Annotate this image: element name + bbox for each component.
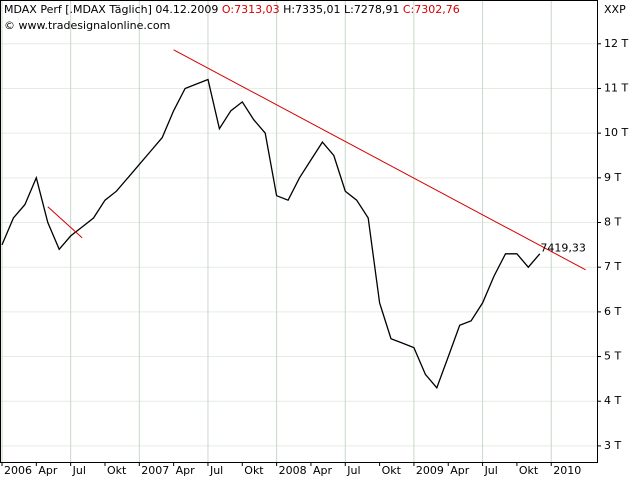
x-tick-label: Apr: [313, 464, 333, 477]
grid: [0, 0, 597, 462]
y-tick-label: 8 T: [604, 216, 621, 229]
y-tick-label: 9 T: [604, 171, 621, 184]
x-tick-label: 2007: [141, 464, 169, 477]
x-tick-label: 2010: [553, 464, 581, 477]
x-tick-label: 2006: [4, 464, 32, 477]
y-tick-label: 11 T: [604, 81, 628, 94]
y-tick-label: 10 T: [604, 126, 628, 139]
x-tick-label: Apr: [38, 464, 58, 477]
y-tick-label: 4 T: [604, 394, 621, 407]
plot-frame: [0, 0, 598, 463]
y-tick-label: 7 T: [604, 260, 621, 273]
y-axis-label: XXP: [604, 3, 626, 16]
trend-line: [173, 49, 586, 271]
price-line: [1, 78, 541, 390]
open: O:7313,03: [222, 3, 280, 16]
y-tick-label: 3 T: [604, 439, 621, 452]
x-tick-label: Apr: [176, 464, 196, 477]
x-tick-label: Okt: [107, 464, 127, 477]
date: 04.12.2009: [155, 3, 218, 16]
x-tick-label: Okt: [519, 464, 539, 477]
x-tick-label: Jul: [209, 464, 223, 477]
x-tick-label: Jul: [484, 464, 498, 477]
annotation-label: 7419,33: [540, 241, 586, 254]
trend-line: [47, 206, 83, 239]
x-tick-label: 2008: [279, 464, 307, 477]
low: L:7278,91: [344, 3, 399, 16]
y-tick-label: 12 T: [604, 37, 628, 50]
x-tick-label: Jul: [346, 464, 360, 477]
x-tick-label: Apr: [450, 464, 470, 477]
header: MDAX Perf [.MDAX Täglich] 04.12.2009 O:7…: [4, 3, 460, 16]
x-tick-label: Jul: [72, 464, 86, 477]
instrument: MDAX Perf [.MDAX Täglich]: [4, 3, 152, 16]
high: H:7335,01: [283, 3, 340, 16]
x-tick-label: 2009: [416, 464, 444, 477]
close: C:7302,76: [403, 3, 460, 16]
x-tick-label: Okt: [244, 464, 264, 477]
y-tick-label: 5 T: [604, 350, 621, 363]
source: © www.tradesignalonline.com: [4, 19, 170, 32]
x-tick-label: Okt: [382, 464, 402, 477]
y-tick-label: 6 T: [604, 305, 621, 318]
